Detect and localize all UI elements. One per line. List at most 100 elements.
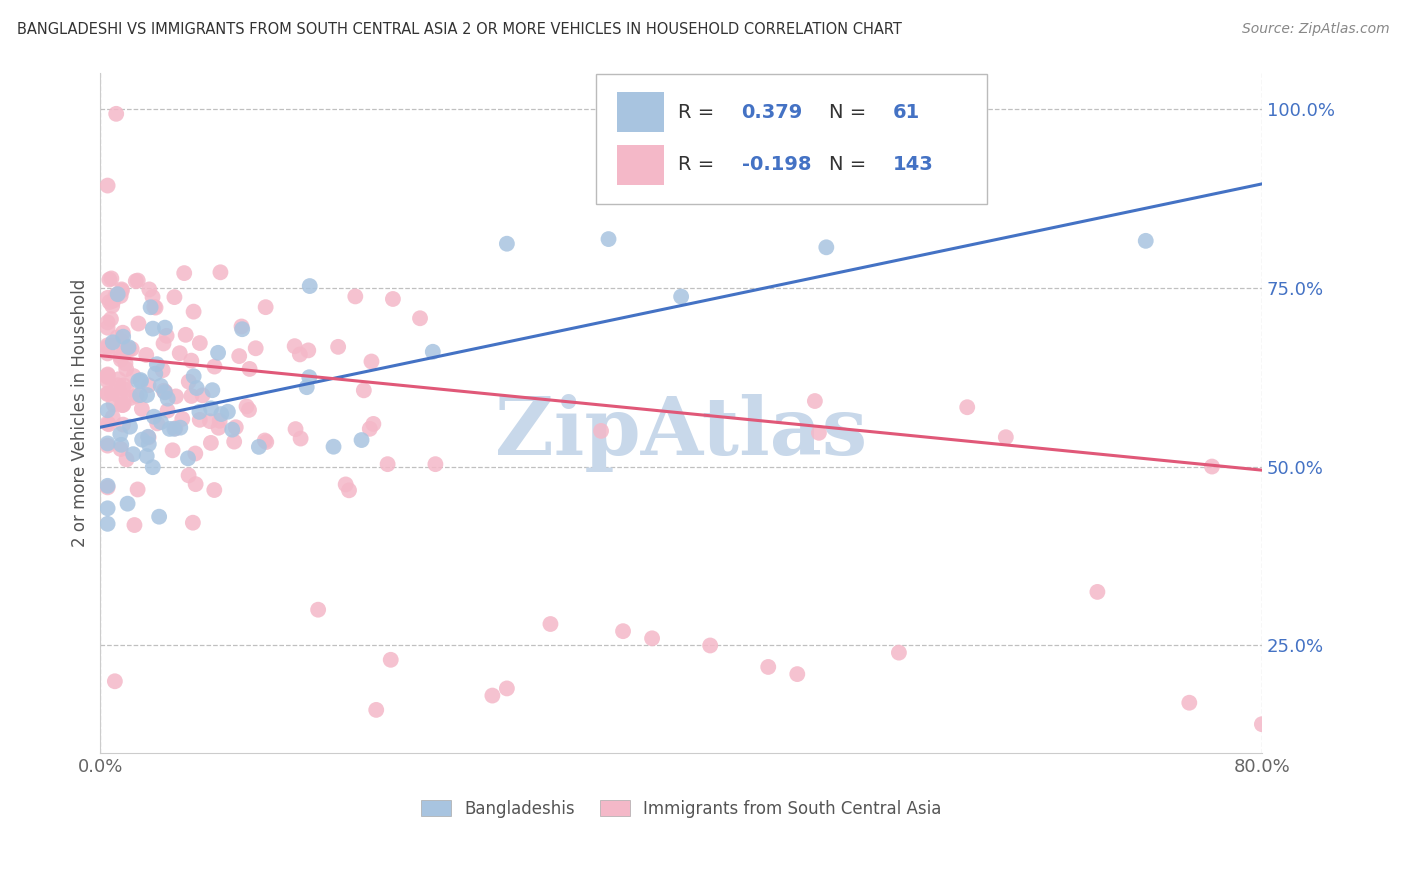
FancyBboxPatch shape: [596, 74, 987, 204]
Text: Source: ZipAtlas.com: Source: ZipAtlas.com: [1241, 22, 1389, 37]
Point: [111, 398, 134, 412]
Point: [146, 357, 169, 371]
Point: [97, 516, 120, 531]
Point: [115, 383, 138, 397]
Point: [127, 374, 149, 388]
Point: [125, 274, 148, 288]
Point: [165, 389, 187, 403]
Point: [127, 274, 149, 288]
Point: [159, 422, 181, 436]
Point: [138, 282, 160, 296]
Point: [100, 271, 122, 285]
Point: [183, 304, 205, 318]
Point: [97, 439, 120, 453]
Point: [956, 401, 979, 415]
Point: [496, 681, 519, 696]
Point: [224, 434, 246, 449]
Point: [297, 343, 319, 358]
Point: [114, 356, 136, 370]
Point: [184, 477, 207, 491]
Point: [231, 322, 253, 336]
Point: [110, 282, 132, 296]
Point: [180, 389, 202, 403]
Point: [142, 409, 165, 424]
Point: [359, 422, 381, 436]
Point: [221, 423, 243, 437]
Point: [138, 430, 160, 444]
Point: [129, 374, 152, 388]
Point: [366, 703, 388, 717]
Point: [169, 346, 191, 360]
Point: [108, 386, 131, 401]
Point: [231, 319, 253, 334]
Point: [101, 335, 124, 350]
Text: 143: 143: [893, 155, 934, 174]
Point: [142, 460, 165, 475]
Point: [143, 367, 166, 381]
Point: [756, 660, 779, 674]
Point: [344, 289, 367, 303]
Point: [298, 279, 321, 293]
Point: [117, 340, 139, 354]
Point: [172, 412, 194, 426]
Point: [110, 352, 132, 367]
Point: [129, 373, 152, 387]
Point: [496, 236, 519, 251]
Point: [1251, 717, 1274, 731]
Point: [201, 383, 224, 397]
Point: [146, 417, 169, 431]
Point: [104, 674, 127, 689]
Point: [641, 632, 664, 646]
Point: [136, 388, 159, 402]
Point: [204, 359, 226, 374]
FancyBboxPatch shape: [617, 93, 664, 133]
Point: [994, 430, 1017, 444]
Point: [101, 410, 124, 425]
Point: [135, 449, 157, 463]
Point: [163, 422, 186, 436]
Point: [188, 336, 211, 351]
Point: [127, 317, 149, 331]
Point: [155, 385, 177, 400]
Point: [162, 443, 184, 458]
Point: [298, 370, 321, 384]
Point: [350, 433, 373, 447]
Point: [103, 397, 125, 411]
Point: [138, 437, 160, 451]
Point: [115, 362, 138, 376]
Point: [786, 667, 808, 681]
Point: [110, 427, 132, 442]
Point: [118, 343, 141, 357]
Text: -0.198: -0.198: [741, 155, 811, 174]
Point: [174, 327, 197, 342]
Point: [186, 381, 208, 395]
Point: [111, 398, 134, 412]
Point: [111, 417, 134, 432]
Point: [247, 440, 270, 454]
Point: [699, 639, 721, 653]
Point: [807, 425, 830, 440]
Point: [156, 328, 179, 343]
Point: [156, 392, 179, 406]
Point: [97, 338, 120, 352]
Point: [254, 300, 277, 314]
Point: [328, 340, 350, 354]
Point: [107, 389, 129, 403]
Point: [105, 330, 128, 344]
Point: [112, 345, 135, 359]
Point: [149, 379, 172, 393]
Text: N =: N =: [828, 155, 872, 174]
Point: [381, 292, 404, 306]
Point: [111, 284, 134, 298]
Point: [184, 446, 207, 460]
Point: [110, 438, 132, 452]
Point: [188, 405, 211, 419]
Point: [169, 420, 191, 434]
Point: [598, 232, 620, 246]
Point: [107, 287, 129, 301]
Point: [107, 378, 129, 392]
Point: [135, 348, 157, 362]
Point: [97, 479, 120, 493]
Point: [238, 403, 260, 417]
Point: [115, 452, 138, 467]
